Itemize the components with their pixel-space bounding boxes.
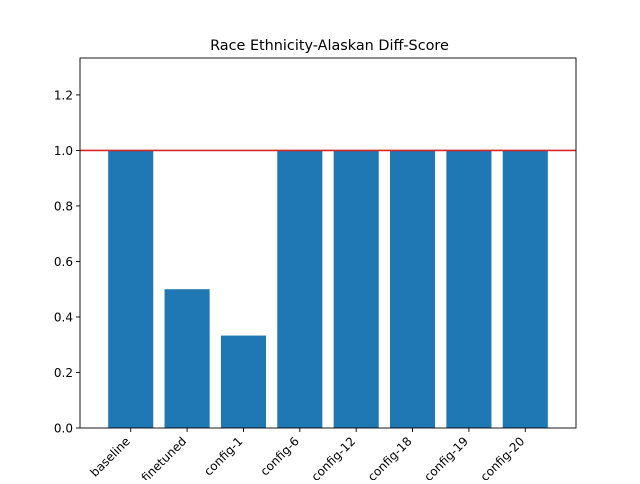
bar-finetuned — [164, 289, 210, 428]
y-tick-label: 0.8 — [54, 199, 73, 213]
x-tick-label: config-19 — [421, 434, 471, 480]
bar-config-6 — [277, 150, 323, 428]
bar-config-18 — [390, 150, 436, 428]
y-tick-label: 1.0 — [54, 144, 73, 158]
bar-config-1 — [220, 335, 266, 428]
bar-baseline — [108, 150, 154, 428]
chart-title: Race Ethnicity-Alaskan Diff-Score — [210, 38, 449, 54]
y-tick-label: 1.2 — [54, 88, 73, 102]
y-axis: 0.0 0.2 0.4 0.6 0.8 1.0 1.2 — [54, 88, 80, 436]
x-tick-label: config-1 — [201, 434, 245, 478]
bar-config-20 — [502, 150, 548, 428]
x-tick-label: config-18 — [365, 434, 415, 480]
y-tick-label: 0.6 — [54, 255, 73, 269]
x-tick-label: config-12 — [309, 434, 359, 480]
x-axis: baseline finetuned config-1 config-6 config-… — [87, 428, 528, 484]
axes-frame — [79, 57, 577, 429]
plot-area-border — [79, 57, 577, 429]
bar-config-12 — [333, 150, 379, 428]
x-tick-label: config-20 — [478, 434, 528, 480]
x-tick-label: finetuned — [139, 434, 190, 480]
bar-config-19 — [446, 150, 492, 428]
x-tick-label: baseline — [87, 434, 132, 479]
x-tick-label: config-6 — [258, 434, 302, 478]
y-tick-label: 0.4 — [54, 310, 73, 324]
y-tick-label: 0.0 — [54, 422, 73, 436]
bars — [108, 150, 548, 428]
y-tick-label: 0.2 — [54, 366, 73, 380]
